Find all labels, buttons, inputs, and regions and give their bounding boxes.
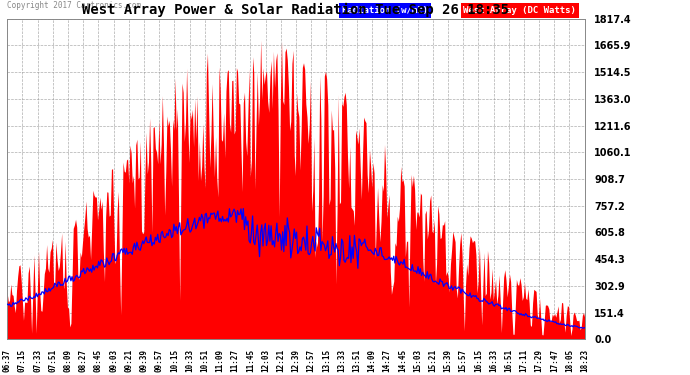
Text: Copyright 2017 Cartronics.com: Copyright 2017 Cartronics.com bbox=[8, 1, 141, 10]
Text: Radiation (w/m2): Radiation (w/m2) bbox=[342, 6, 428, 15]
Text: West Array (DC Watts): West Array (DC Watts) bbox=[464, 6, 576, 15]
Title: West Array Power & Solar Radiation Tue Sep 26 18:35: West Array Power & Solar Radiation Tue S… bbox=[82, 3, 509, 18]
